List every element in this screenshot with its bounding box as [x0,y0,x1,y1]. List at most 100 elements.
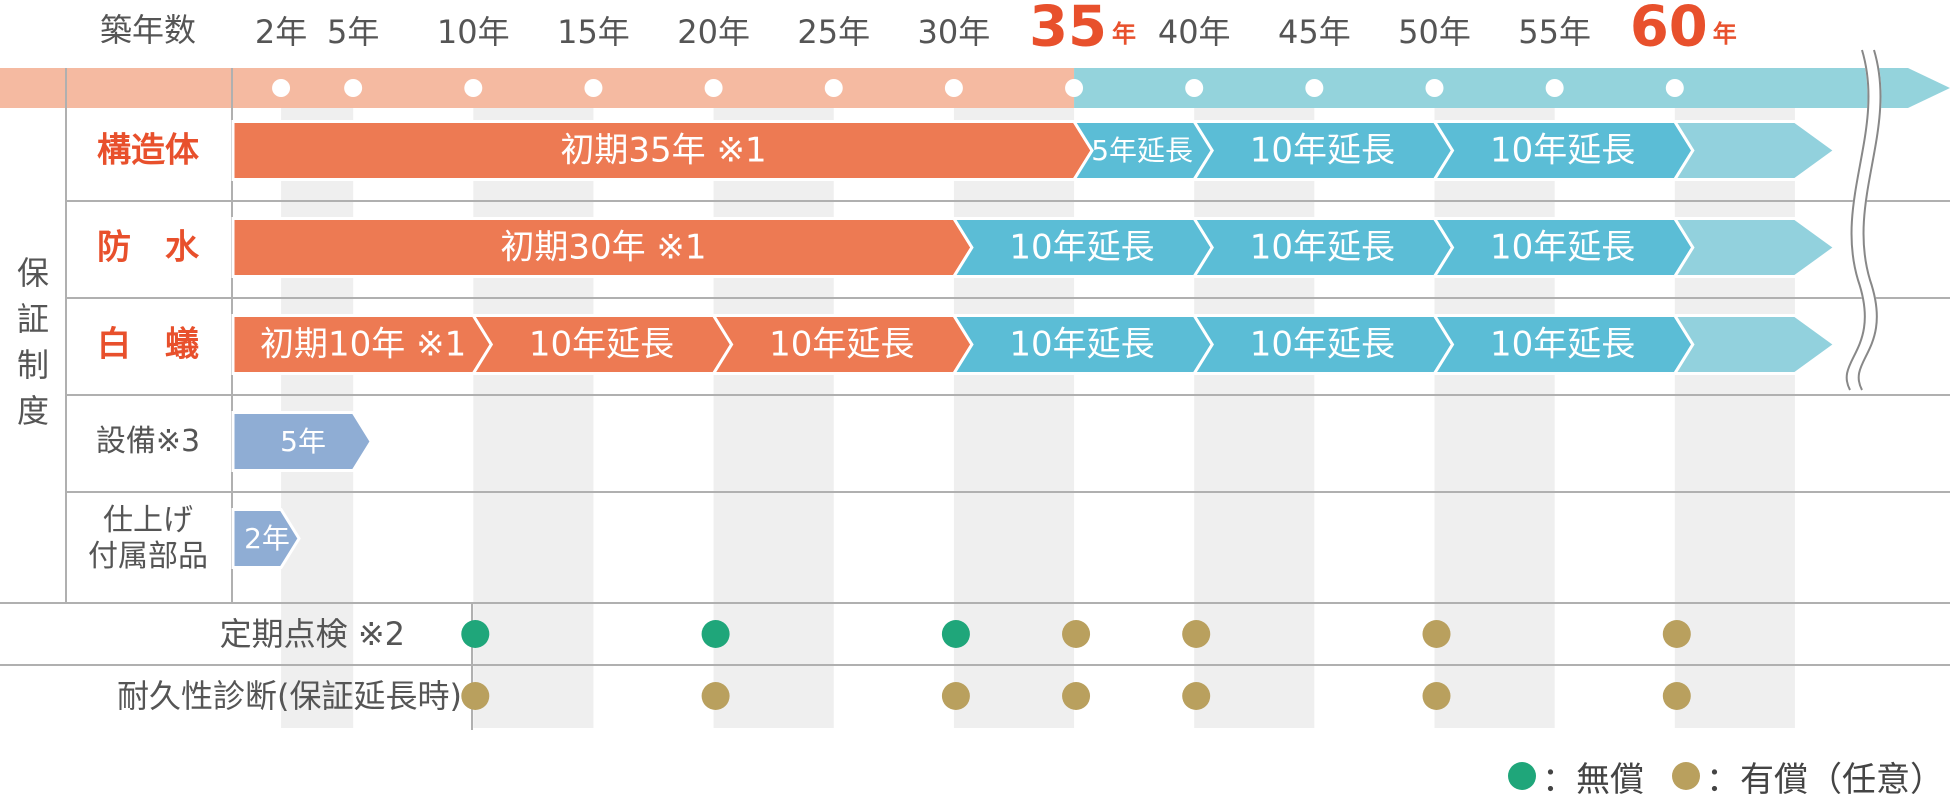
free-legend-label: ：無償 [1542,759,1644,800]
timeline-dot [1065,79,1084,97]
timeline-dot [464,79,483,97]
column-stripe [713,108,834,728]
legend: ：無償 ：有償（任意） [1508,756,1944,800]
timeline-dot [1425,79,1444,97]
bar-row: 初期30年 ※1 10年延長 10年延長 10年延長 [231,217,1838,278]
inspection-dot [701,620,730,648]
tick-label: 30年 [918,13,991,51]
group-label-char: 度 [17,392,49,430]
timeline-dot [584,79,603,97]
tick-label: 10年 [437,13,510,51]
tick-label: 55年 [1518,13,1591,51]
bar-label: 10年延長 [1250,228,1395,268]
row-label: 白 蟻 [97,325,199,365]
warranty-bar [1672,120,1838,181]
column-stripe [1674,108,1795,728]
tick-label: 50年 [1398,13,1471,51]
inspection-dots [461,682,1691,710]
axis-break-white [1845,47,1882,394]
inspection-label: 耐久性診断(保証延長時) [117,677,462,715]
bar-label: 初期10年 ※1 [260,325,466,365]
inspection-dot [1662,682,1691,710]
timeline-dot [272,79,291,97]
inspection-label: 定期点検 ※2 [220,615,405,653]
group-label-char: 保 [17,254,49,292]
timeline-bar [0,68,1950,108]
group-label-char: 制 [17,346,49,384]
bar-label: 10年延長 [1490,131,1635,171]
timeline-dot [1185,79,1204,97]
timeline-dot [1665,79,1684,97]
inspection-dot [1422,682,1451,710]
bar-label: 10年延長 [1250,325,1395,365]
inspection-dot [1182,682,1211,710]
tick-unit: 年 [1112,20,1136,48]
column-stripe [953,108,1075,728]
tick-label: 45年 [1278,13,1351,51]
bar-label: 10年延長 [1009,228,1154,268]
bar-label: 5年 [280,425,326,458]
row-label: 仕上げ [103,503,193,538]
inspection-dot [461,682,490,710]
timeline-dot [824,79,843,97]
timeline-dot [944,79,963,97]
inspection-dot [1662,620,1691,648]
tick-label: 15年 [557,13,630,51]
row-label: 防 水 [97,228,200,268]
timeline-dot [704,79,723,97]
inspection-dot [1062,620,1091,648]
header-label: 築年数 [100,11,196,49]
tick-unit: 年 [1713,20,1737,48]
tick-label-highlight: 60 [1630,0,1708,60]
inspection-dot [1422,620,1451,648]
tick-label: 2年 [255,13,307,51]
tick-label: 20年 [677,13,750,51]
stripe-layer [281,108,1795,728]
paid-legend-dot [1672,762,1700,790]
row-label: 設備※3 [96,424,200,459]
bar-label: 10年延長 [529,325,674,365]
timeline-blue-arrow [1074,68,1950,108]
bar-label: 10年延長 [1250,131,1395,171]
paid-legend-label: ：有償（任意） [1706,759,1944,800]
inspection-dot [941,620,970,648]
bar-row: 5年 [231,411,373,472]
tick-label: 40年 [1158,13,1231,51]
bar-label: 10年延長 [1490,228,1635,268]
timeline-dot [344,79,363,97]
bar-row: 初期35年 ※1 5年延長 10年延長 10年延長 [231,120,1838,181]
free-legend-dot [1508,762,1536,790]
tick-label: 25年 [797,13,870,51]
timeline-dot [1545,79,1564,97]
axis-break-line [1845,49,1870,391]
warranty-bar [231,508,301,569]
bar-label: 2年 [244,522,290,555]
tick-label: 5年 [327,13,379,51]
column-stripe [1434,108,1555,728]
timeline-orange [0,68,1075,108]
year-ticks: 2年 5年 10年 15年 20年 25年 30年 35 年 40年 45年 50年 55年 60 年 [255,0,1737,60]
bar-row: 初期10年 ※1 10年延長 10年延長 10年延長 10年延長 10年延長 [231,314,1838,375]
row-label: 付属部品 [88,539,208,574]
bar-label: 10年延長 [1009,325,1154,365]
timeline-dot [1305,79,1324,97]
column-stripe [473,108,594,728]
inspection-dot [1182,620,1211,648]
warranty-bar [1672,314,1838,375]
warranty-bar [231,411,373,472]
inspection-dot [701,682,730,710]
tick-label-highlight: 35 [1029,0,1107,60]
column-stripe [1194,108,1315,728]
inspection-dots [461,620,1691,648]
bar-row: 2年 [231,508,301,569]
bar-label: 初期30年 ※1 [500,228,706,268]
bar-label: 10年延長 [1490,325,1635,365]
inspection-dot [941,682,970,710]
inspection-dot [1062,682,1091,710]
bar-label: 10年延長 [769,325,914,365]
axis-break-line [1857,49,1882,391]
warranty-bar [1672,217,1838,278]
group-label-char: 証 [17,300,49,338]
inspection-dot [461,620,490,648]
